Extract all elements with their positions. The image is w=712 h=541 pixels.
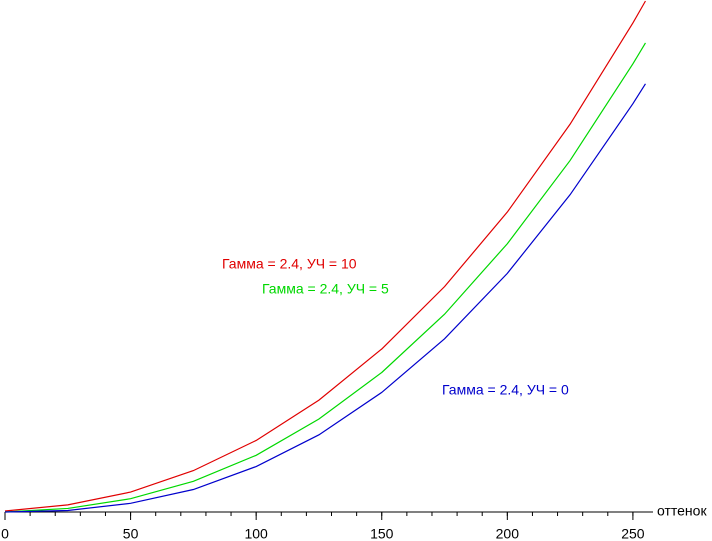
x-tick-label: 50 — [123, 526, 139, 541]
x-tick-label: 0 — [1, 526, 9, 541]
x-axis-label: оттенок — [657, 503, 707, 519]
series-label: Гамма = 2.4, УЧ = 10 — [222, 256, 357, 272]
x-tick-label: 100 — [244, 526, 268, 541]
series-line — [4, 0, 646, 512]
series-label: Гамма = 2.4, УЧ = 0 — [442, 382, 569, 398]
series-label: Гамма = 2.4, УЧ = 5 — [262, 281, 389, 297]
x-tick-label: 150 — [370, 526, 394, 541]
x-tick-label: 250 — [621, 526, 645, 541]
series-line — [4, 42, 646, 513]
series-line — [4, 83, 646, 513]
x-tick-label: 200 — [496, 526, 520, 541]
